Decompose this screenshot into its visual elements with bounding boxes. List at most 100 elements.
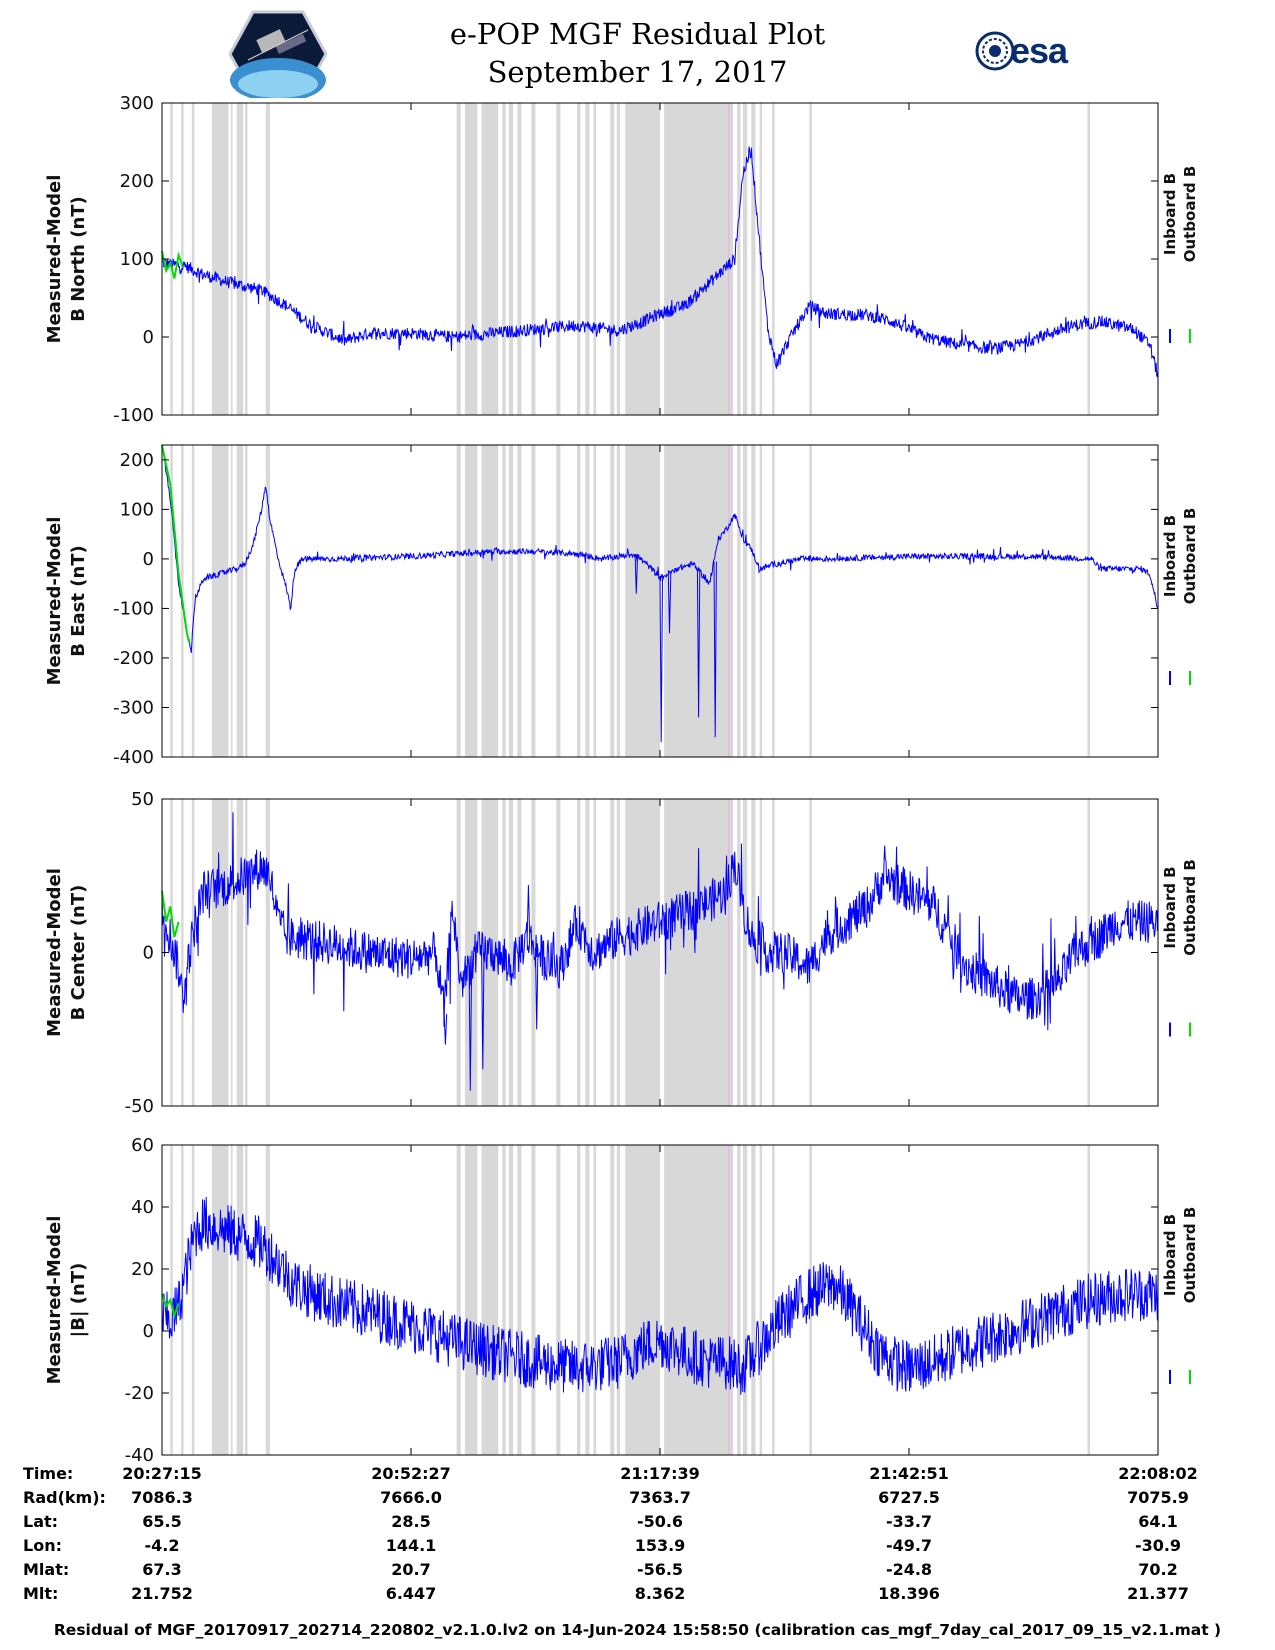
gap-shading-15: [531, 1145, 536, 1455]
y-tick-label: -300: [113, 697, 154, 718]
gap-shading-4: [211, 445, 229, 757]
gap-shading-20: [610, 1145, 615, 1455]
gap-shading-14: [517, 1145, 522, 1455]
gap-shading-17: [577, 1145, 581, 1455]
y-tick-label: -100: [113, 405, 154, 426]
y-tick-label: 0: [143, 1321, 154, 1342]
footer-cell: 6727.5: [878, 1488, 940, 1507]
gap-shading-14: [517, 103, 522, 415]
y-tick-label: 0: [143, 549, 154, 570]
gap-shading-22: [625, 103, 660, 415]
gap-shading-20: [610, 445, 615, 757]
gap-shading-26: [751, 1145, 756, 1455]
gap-shading-7: [245, 103, 248, 415]
legend-outboard-label: Outboard B: [1181, 508, 1199, 605]
legend-outboard-label: Outboard B: [1181, 1207, 1199, 1304]
gap-shading-4: [211, 103, 229, 415]
gap-shading-29: [809, 103, 812, 415]
gap-shading-3: [191, 103, 195, 415]
gap-shading-19: [593, 1145, 597, 1455]
gap-shading-21: [616, 1145, 621, 1455]
gap-shading-11: [481, 799, 499, 1106]
footer-cell: -4.2: [144, 1536, 180, 1555]
footer-row: Mlt: 21.752 6.447 8.362 18.396 21.377: [0, 1584, 1275, 1608]
gap-shading-26: [751, 445, 756, 757]
plot-date: September 17, 2017: [487, 55, 788, 89]
gap-shading-16: [556, 799, 561, 1106]
footer-cell: 153.9: [634, 1536, 686, 1555]
footer-row-label: Rad(km):: [23, 1488, 106, 1507]
gap-shading-10: [464, 1145, 478, 1455]
footer-cell: 65.5: [142, 1512, 182, 1531]
gap-shading-7: [245, 445, 248, 757]
gap-shading-5: [230, 445, 233, 757]
gap-shading-6: [236, 1145, 244, 1455]
gap-shading-1: [170, 103, 173, 415]
gap-shading-25: [743, 103, 748, 415]
gap-shading-5: [230, 1145, 233, 1455]
y-tick-label: 40: [131, 1197, 154, 1218]
legend-inboard-label: Inboard B: [1161, 1214, 1179, 1296]
y-tick-label: -400: [113, 747, 154, 768]
panel-3: -50 0 50 Measured-Model B Center (nT) Inboard…: [44, 789, 1199, 1117]
y-axis-label: Measured-Model B Center (nT): [44, 868, 89, 1037]
gap-shading-24: [737, 1145, 741, 1455]
gap-shading-12: [502, 103, 506, 415]
gap-shading-25: [743, 799, 748, 1106]
gap-shading-4: [211, 1145, 229, 1455]
gap-shading-24: [737, 445, 741, 757]
legend-inboard-label: Inboard B: [1161, 173, 1179, 255]
footer-cell: 20:52:27: [371, 1464, 451, 1483]
gap-shading-30: [1087, 103, 1090, 415]
gap-shading-19: [593, 799, 597, 1106]
y-tick-label: 20: [131, 1259, 154, 1280]
gap-shading-29: [809, 445, 812, 757]
y-tick-label: 0: [143, 943, 154, 964]
esa-logo-icon: [975, 31, 1015, 71]
gap-shading-26: [751, 799, 756, 1106]
gap-shading-11: [481, 103, 499, 415]
legend-inboard-label: Inboard B: [1161, 866, 1179, 948]
footer-row-label: Mlt:: [23, 1584, 59, 1603]
footer-cell: 7363.7: [629, 1488, 691, 1507]
gap-shading-28: [772, 103, 775, 415]
gap-shading-19: [593, 103, 597, 415]
y-tick-label: -100: [113, 598, 154, 619]
gap-shading-11: [481, 445, 499, 757]
y-tick-label: 200: [120, 171, 154, 192]
gap-shading-9: [456, 1145, 461, 1455]
gap-shading-21: [616, 103, 621, 415]
gap-shading-29: [809, 799, 812, 1106]
y-tick-label: 50: [131, 789, 154, 810]
footer-cell: 21.752: [131, 1584, 193, 1603]
gap-shading-6: [236, 445, 244, 757]
gap-shading-23: [664, 1145, 734, 1455]
footer-cell: 28.5: [391, 1512, 431, 1531]
esa-logo-text: esa: [1010, 30, 1068, 71]
gap-shading-9: [456, 445, 461, 757]
y-tick-label: -50: [125, 1096, 154, 1117]
y-tick-label: -40: [125, 1445, 154, 1466]
gap-shading-5: [230, 799, 233, 1106]
gap-shading-27: [759, 445, 763, 757]
y-tick-label: 100: [120, 499, 154, 520]
gap-shading-1: [170, 1145, 173, 1455]
y-tick-label: 0: [143, 327, 154, 348]
footer-cell: 144.1: [385, 1536, 437, 1555]
gap-shading-17: [577, 103, 581, 415]
y-axis-label: Measured-Model B East (nT): [44, 517, 89, 686]
footer-cell: -50.6: [636, 1512, 684, 1531]
gap-shading-8: [265, 1145, 270, 1455]
gap-shading-16: [556, 103, 561, 415]
gap-shading-1: [170, 445, 173, 757]
gap-shading-8: [265, 799, 270, 1106]
inboard-series-line: [161, 445, 1159, 743]
y-tick-label: 300: [120, 93, 154, 114]
footer-row-label: Lon:: [23, 1536, 62, 1555]
gap-shading-13: [508, 103, 514, 415]
gap-shading-27: [759, 1145, 763, 1455]
gap-shading-6: [236, 103, 244, 415]
gap-shading-15: [531, 103, 536, 415]
footer-row-label: Mlat:: [23, 1560, 70, 1579]
inboard-series-line: [161, 146, 1159, 379]
